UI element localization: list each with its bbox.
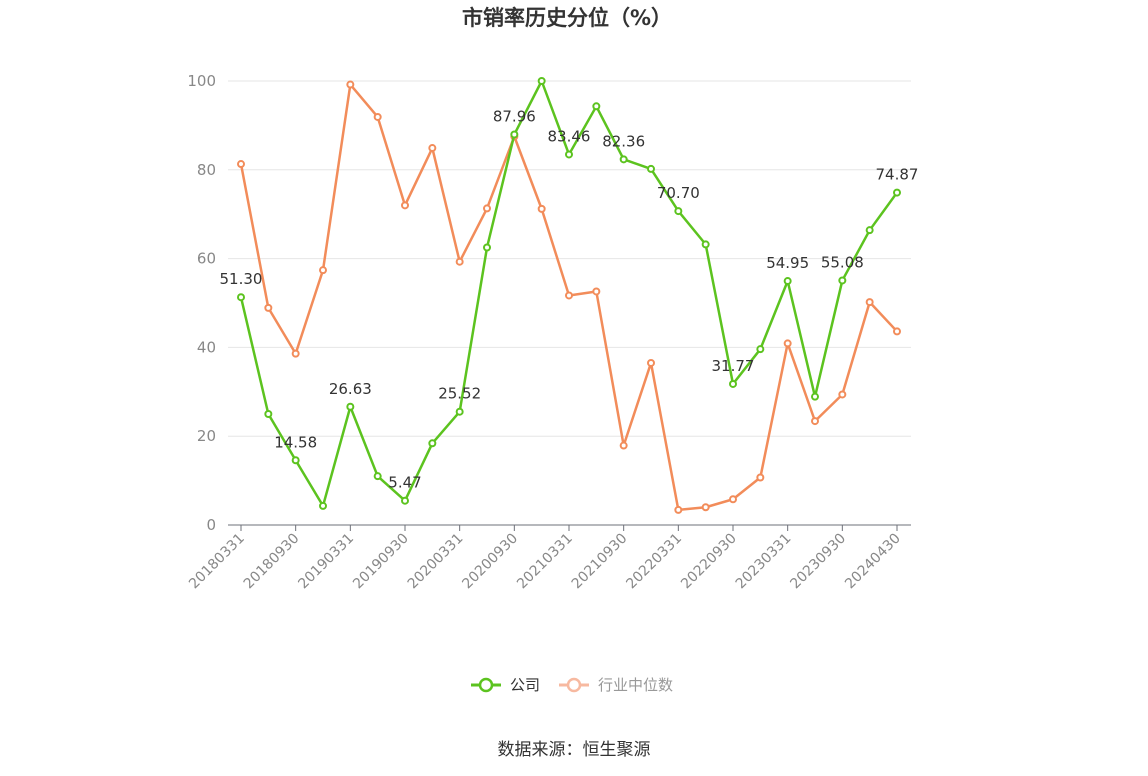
company-point-20180930 <box>291 456 300 465</box>
company-point-20230331 <box>783 277 792 286</box>
data-label-20200930: 87.96 <box>493 107 536 125</box>
company-point-20211231 <box>647 164 655 173</box>
company-point-20190331 <box>346 402 355 411</box>
legend-item-industry[interactable]: 行业中位数 <box>559 676 673 694</box>
legend-industry-label: 行业中位数 <box>598 676 673 694</box>
industry-point-20220331 <box>674 505 683 514</box>
data-labels: 51.30 14.58 26.63 5.47 25.52 87.96 83.46 82.36 7… <box>220 107 919 491</box>
industry-point-20240430 <box>893 327 901 336</box>
x-tick-label-20220331: 20220331 <box>623 531 685 593</box>
company-point-20210930 <box>619 155 628 164</box>
legend[interactable]: 公司 行业中位数 <box>471 676 673 694</box>
industry-point-20201231 <box>537 204 546 213</box>
company-point-20220331 <box>674 207 683 216</box>
company-point-20210630 <box>592 102 601 111</box>
company-point-20231231 <box>865 226 874 235</box>
x-tick-label-20200930: 20200930 <box>459 531 521 593</box>
y-tick-label-40: 40 <box>197 338 216 356</box>
x-tick-label-20210930: 20210930 <box>569 531 631 593</box>
data-label-20190331: 26.63 <box>329 380 372 398</box>
x-tick-label-20230331: 20230331 <box>733 531 795 593</box>
company-point-20200630 <box>483 243 491 252</box>
industry-point-20230630 <box>811 417 819 426</box>
data-label-20180331: 51.30 <box>220 270 263 288</box>
data-label-20200331: 25.52 <box>438 385 481 403</box>
company-point-20240430 <box>893 188 901 197</box>
company-point-20200930 <box>510 130 519 139</box>
industry-point-20180930 <box>291 349 300 358</box>
legend-company-label: 公司 <box>510 676 540 694</box>
x-tick-label-20190930: 20190930 <box>350 531 412 593</box>
industry-point-20230930 <box>838 390 847 399</box>
company-point-20180331 <box>237 293 245 302</box>
y-tick-label-100: 100 <box>187 72 216 90</box>
industry-point-20190331 <box>346 80 355 89</box>
grid-lines <box>228 80 911 437</box>
industry-point-20190630 <box>373 112 382 121</box>
data-label-20210930: 82.36 <box>602 132 645 150</box>
y-tick-label-0: 0 <box>206 516 216 534</box>
data-label-20180930: 14.58 <box>274 433 317 451</box>
company-point-20230630 <box>811 392 819 401</box>
industry-point-20200331 <box>455 257 464 266</box>
industry-point-20221231 <box>756 473 765 482</box>
company-point-20180630 <box>264 410 273 418</box>
industry-point-20210331 <box>565 291 573 300</box>
x-tick-label-20190331: 20190331 <box>295 531 357 593</box>
legend-item-company[interactable]: 公司 <box>471 676 540 694</box>
company-point-20190630 <box>373 472 382 481</box>
company-point-20200331 <box>455 407 464 416</box>
data-label-20220930: 31.77 <box>712 357 755 375</box>
chart-title: 市销率历史分位（%） <box>462 6 672 30</box>
industry-point-20190930 <box>401 201 409 210</box>
company-point-20221231 <box>756 345 765 354</box>
x-axis: 2018033120180930201903312019093020200331… <box>186 524 911 593</box>
industry-point-20220630 <box>701 503 710 512</box>
x-tick-label-20210331: 20210331 <box>514 531 576 593</box>
industry-point-20180331 <box>237 160 245 169</box>
x-tick-label-20180930: 20180930 <box>241 531 303 593</box>
data-label-20190930: 5.47 <box>388 474 421 492</box>
data-label-20230930: 55.08 <box>821 253 864 271</box>
x-tick-label-20230930: 20230930 <box>787 531 849 593</box>
company-point-20181231 <box>319 501 327 510</box>
industry-point-20211231 <box>647 358 655 367</box>
company-point-20201231 <box>537 77 546 85</box>
data-label-20240430: 74.87 <box>876 166 919 184</box>
industry-point-20210930 <box>619 441 628 450</box>
company-point-20191231 <box>428 439 437 448</box>
y-axis: 0 20 40 60 80 100 <box>187 72 216 534</box>
industry-point-20231231 <box>865 298 874 307</box>
data-source: 数据来源：恒生聚源 <box>498 740 651 760</box>
company-point-20220630 <box>701 240 710 249</box>
industry-point-20191231 <box>428 144 437 153</box>
legend-company-marker-icon <box>478 677 494 693</box>
y-tick-label-80: 80 <box>197 161 216 179</box>
series-industry-median <box>237 80 901 514</box>
x-tick-label-20240430: 20240430 <box>842 531 904 593</box>
industry-point-20220930 <box>729 495 737 504</box>
x-tick-label-20200331: 20200331 <box>405 531 467 593</box>
industry-point-20180630 <box>264 303 273 312</box>
data-label-20220331: 70.70 <box>657 184 700 202</box>
company-point-20220930 <box>729 379 737 388</box>
x-tick-label-20180331: 20180331 <box>186 531 248 593</box>
data-label-20210331: 83.46 <box>548 127 591 145</box>
x-tick-label-20220930: 20220930 <box>678 531 740 593</box>
y-tick-label-60: 60 <box>197 250 216 268</box>
series-company <box>237 77 901 510</box>
company-point-20230930 <box>838 276 847 285</box>
y-tick-label-20: 20 <box>197 427 216 445</box>
company-point-20210331 <box>565 150 573 159</box>
legend-industry-marker-icon <box>566 677 582 693</box>
industry-point-20181231 <box>319 266 327 275</box>
industry-point-20200630 <box>483 204 491 213</box>
data-label-20230331: 54.95 <box>766 254 809 272</box>
industry-point-20210630 <box>592 287 601 296</box>
company-point-20190930 <box>401 496 409 505</box>
industry-point-20230331 <box>783 339 792 348</box>
